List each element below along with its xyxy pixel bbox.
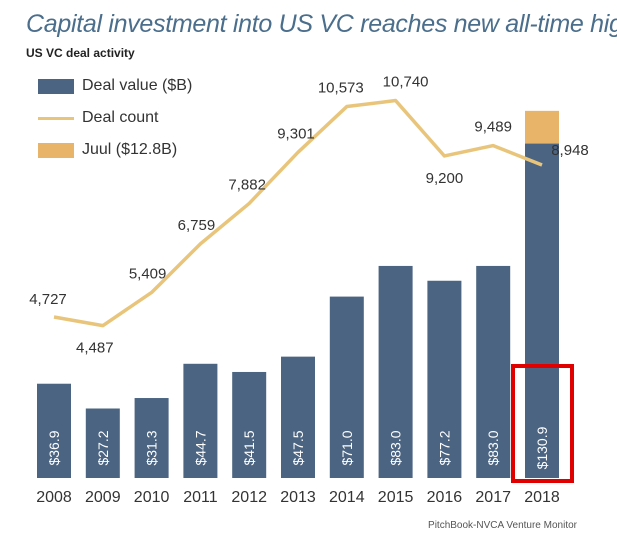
count-label-2017: 9,489 — [474, 119, 512, 136]
bar-deal-value-2018 — [525, 143, 559, 478]
bar-value-label-2012: $41.5 — [241, 430, 257, 465]
x-tick-2009: 2009 — [85, 489, 121, 506]
bar-deal-value-2015 — [378, 265, 413, 478]
bar-deal-value-2012 — [232, 371, 267, 478]
count-label-2015: 10,740 — [383, 74, 429, 91]
bar-value-label-2018: $130.9 — [534, 426, 550, 469]
count-label-2018: 8,948 — [551, 142, 589, 159]
bar-deal-value-2016 — [427, 280, 462, 478]
bar-deal-value-2014 — [329, 296, 364, 478]
x-tick-2011: 2011 — [183, 489, 218, 506]
line-deal-count — [53, 98, 543, 328]
x-tick-2013: 2013 — [280, 489, 316, 506]
x-tick-2017: 2017 — [475, 489, 511, 506]
legend-label-deal-value: Deal value ($B) — [82, 77, 193, 94]
bar-value-label-2017: $83.0 — [485, 430, 501, 465]
highlight-box-2018 — [511, 364, 574, 483]
count-label-2016: 9,200 — [426, 170, 464, 187]
bar-value-label-2013: $47.5 — [290, 430, 306, 465]
x-tick-2012: 2012 — [231, 489, 267, 506]
legend-swatch-deal-value — [38, 78, 74, 94]
bar-deal-value-2009 — [85, 408, 120, 478]
count-label-2014: 10,573 — [318, 80, 364, 97]
legend-item-juul: Juul ($12.8B) — [38, 138, 192, 162]
legend-item-deal-value: Deal value ($B) — [38, 74, 192, 98]
legend-swatch-juul — [38, 142, 74, 158]
legend-item-deal-count: Deal count — [38, 106, 192, 130]
bar-value-label-2016: $77.2 — [436, 430, 452, 465]
bar-value-label-2009: $27.2 — [95, 430, 111, 465]
bar-value-label-2015: $83.0 — [388, 430, 404, 465]
bar-juul-2018 — [525, 110, 559, 144]
x-tick-2018: 2018 — [524, 489, 560, 506]
bar-deal-value-2011 — [183, 363, 218, 478]
legend-swatch-deal-count — [38, 116, 74, 120]
count-label-2013: 9,301 — [277, 125, 315, 142]
x-tick-2014: 2014 — [329, 489, 365, 506]
count-label-2011: 6,759 — [178, 217, 216, 234]
count-label-2009: 4,487 — [76, 340, 114, 357]
legend-label-deal-count: Deal count — [82, 109, 159, 126]
bar-deal-value-2008 — [37, 383, 71, 478]
count-label-2010: 5,409 — [129, 265, 167, 282]
legend: Deal value ($B) Deal count Juul ($12.8B) — [38, 74, 192, 170]
source-note: PitchBook-NVCA Venture Monitor — [428, 520, 577, 531]
bar-deal-value-2017 — [476, 265, 511, 478]
x-tick-2016: 2016 — [427, 489, 463, 506]
bar-deal-value-2013 — [281, 356, 315, 478]
x-tick-2010: 2010 — [134, 489, 170, 506]
bar-deal-value-2010 — [134, 398, 169, 478]
bar-value-label-2010: $31.3 — [144, 430, 160, 465]
x-tick-2008: 2008 — [36, 489, 72, 506]
legend-label-juul: Juul ($12.8B) — [82, 141, 178, 158]
bar-value-label-2011: $44.7 — [192, 430, 208, 465]
chart-subtitle: US VC deal activity — [26, 46, 135, 60]
count-label-2012: 7,882 — [228, 176, 266, 193]
x-tick-2015: 2015 — [378, 489, 414, 506]
chart-title: Capital investment into US VC reaches ne… — [26, 10, 617, 38]
bar-value-label-2014: $71.0 — [339, 430, 355, 465]
bar-value-label-2008: $36.9 — [46, 430, 62, 465]
count-label-2008: 4,727 — [29, 291, 67, 308]
